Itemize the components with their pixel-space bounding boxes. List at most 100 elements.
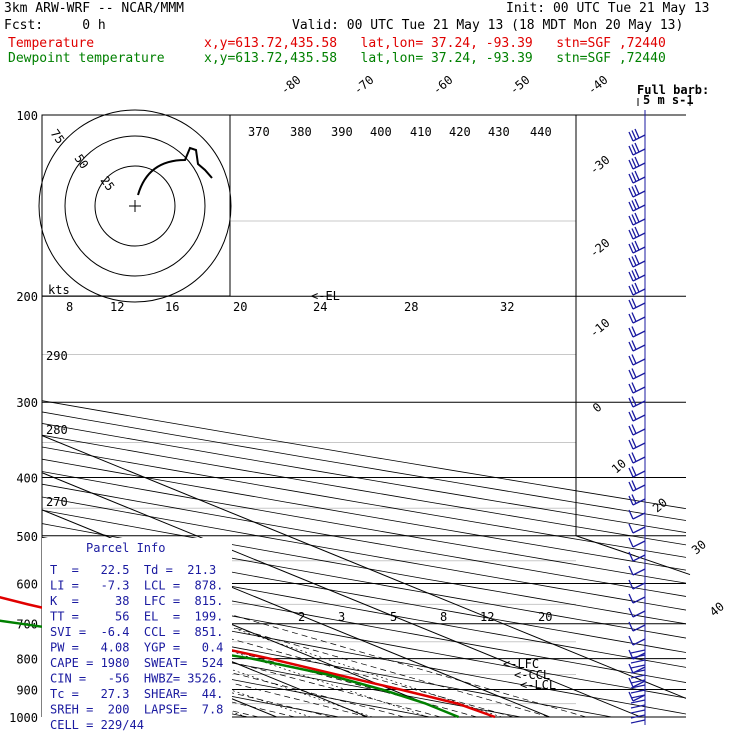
isotherm — [42, 472, 641, 717]
parcel-info-line: Tc = 27.3 SHEAR= 44. — [50, 687, 223, 701]
mixing-ratio-label: 5 — [390, 610, 397, 624]
hodograph-units: kts — [48, 283, 70, 297]
wind-barb — [628, 397, 634, 408]
wind-barb — [628, 565, 634, 576]
hodograph-scale-label: 28 — [404, 300, 418, 314]
hodograph-scale-label: 20 — [233, 300, 247, 314]
dry-adiabat — [42, 626, 521, 717]
wind-barb — [632, 498, 646, 506]
wind-barb — [628, 145, 634, 156]
wind-barb — [628, 355, 634, 366]
dry-adiabat — [42, 565, 686, 683]
pressure-tick-label: 200 — [16, 290, 38, 304]
hodograph-scale-label: 16 — [165, 300, 179, 314]
theta-label: 390 — [331, 125, 353, 139]
wind-barb — [634, 170, 640, 181]
theta-side-label: 290 — [46, 349, 68, 363]
wind-barb — [632, 582, 646, 590]
wind-barb — [628, 369, 634, 380]
wind-barb — [628, 271, 634, 282]
wind-barb — [634, 282, 640, 293]
hodograph-ring-label: 25 — [98, 174, 118, 194]
moist-adiabat — [42, 625, 405, 717]
wind-barb — [628, 285, 634, 296]
wind-barb — [628, 299, 634, 310]
wind-barb — [632, 302, 646, 310]
wind-barb — [632, 596, 646, 604]
wind-barb — [632, 372, 646, 380]
wind-barb — [631, 466, 637, 476]
wind-barb — [628, 607, 634, 618]
wind-barb — [631, 130, 637, 140]
wind-barb — [631, 312, 637, 322]
dry-adiabat — [42, 471, 686, 584]
wind-barb — [634, 198, 640, 209]
wind-barb — [631, 326, 637, 336]
wind-barb — [634, 184, 640, 195]
wind-barb — [628, 243, 634, 254]
wind-barb — [634, 156, 640, 167]
wind-barb — [632, 316, 646, 324]
isotherm-label: 30 — [689, 537, 709, 557]
hodograph-ring-label: 50 — [72, 152, 92, 172]
wind-barb — [628, 537, 634, 548]
wind-barb — [628, 691, 634, 702]
wind-barb — [631, 172, 637, 182]
wind-barb — [632, 414, 646, 422]
wind-barb — [628, 257, 634, 268]
wind-barb — [632, 680, 646, 688]
pressure-tick-label: 1000 — [9, 711, 38, 725]
wind-barb — [632, 568, 646, 576]
wind-barb — [630, 674, 646, 679]
level-label: <-CCL — [514, 668, 550, 682]
isotherm-label: -30 — [587, 153, 613, 178]
wind-barb — [628, 635, 634, 646]
parcel-info-line: SVI = -6.4 CCL = 851. — [50, 625, 223, 639]
theta-label: 430 — [488, 125, 510, 139]
wind-barb — [630, 659, 646, 664]
wind-barb — [632, 428, 646, 436]
wind-barb — [631, 200, 637, 210]
barb-legend: 5 m s-1 — [643, 93, 694, 107]
model-title: 3km ARW-WRF -- NCAR/MMM — [4, 1, 185, 16]
mixing-ratio-label: 2 — [298, 610, 305, 624]
wind-barb — [634, 254, 640, 265]
isotherm — [42, 509, 550, 717]
pressure-tick-label: 100 — [16, 109, 38, 123]
wind-barb — [630, 694, 646, 699]
valid-time: Valid: 00 UTC Tue 21 May 13 (18 MDT Mon … — [292, 18, 684, 33]
wind-barb — [630, 714, 646, 719]
isotherm-label: -80 — [278, 73, 304, 98]
wind-barb — [631, 214, 637, 224]
pressure-tick-label: 300 — [16, 396, 38, 410]
wind-barb — [632, 442, 646, 450]
right-axis-skew — [575, 535, 691, 576]
theta-label: 400 — [370, 125, 392, 139]
dry-adiabat — [42, 594, 686, 715]
dry-adiabat — [42, 610, 612, 717]
mixing-ratio-label: 12 — [480, 610, 494, 624]
wind-barb — [632, 610, 646, 618]
wind-barb — [630, 664, 646, 669]
wind-barb — [631, 270, 637, 280]
parcel-info-line: CAPE = 1980 SWEAT= 524 — [50, 656, 223, 670]
init-time: Init: 00 UTC Tue 21 May 13 — [506, 1, 710, 16]
temperature-line — [0, 596, 496, 719]
wind-barb — [631, 368, 637, 378]
wind-barb — [631, 158, 637, 168]
isotherm-label: 20 — [650, 495, 670, 515]
hodograph-trace — [137, 146, 213, 196]
theta-side-label: 280 — [46, 423, 68, 437]
temperature-legend: Temperature — [8, 36, 95, 51]
wind-barb — [632, 638, 646, 646]
wind-barb — [631, 396, 637, 406]
isotherm-label: -60 — [430, 73, 456, 98]
theta-label: 440 — [530, 125, 552, 139]
wind-barb — [628, 481, 634, 492]
wind-barb — [628, 215, 634, 226]
wind-barb — [631, 298, 637, 308]
wind-barb — [631, 228, 637, 238]
theta-label: 380 — [290, 125, 312, 139]
dry-adiabat — [42, 458, 686, 571]
mixing-ratio-label: 8 — [440, 610, 447, 624]
